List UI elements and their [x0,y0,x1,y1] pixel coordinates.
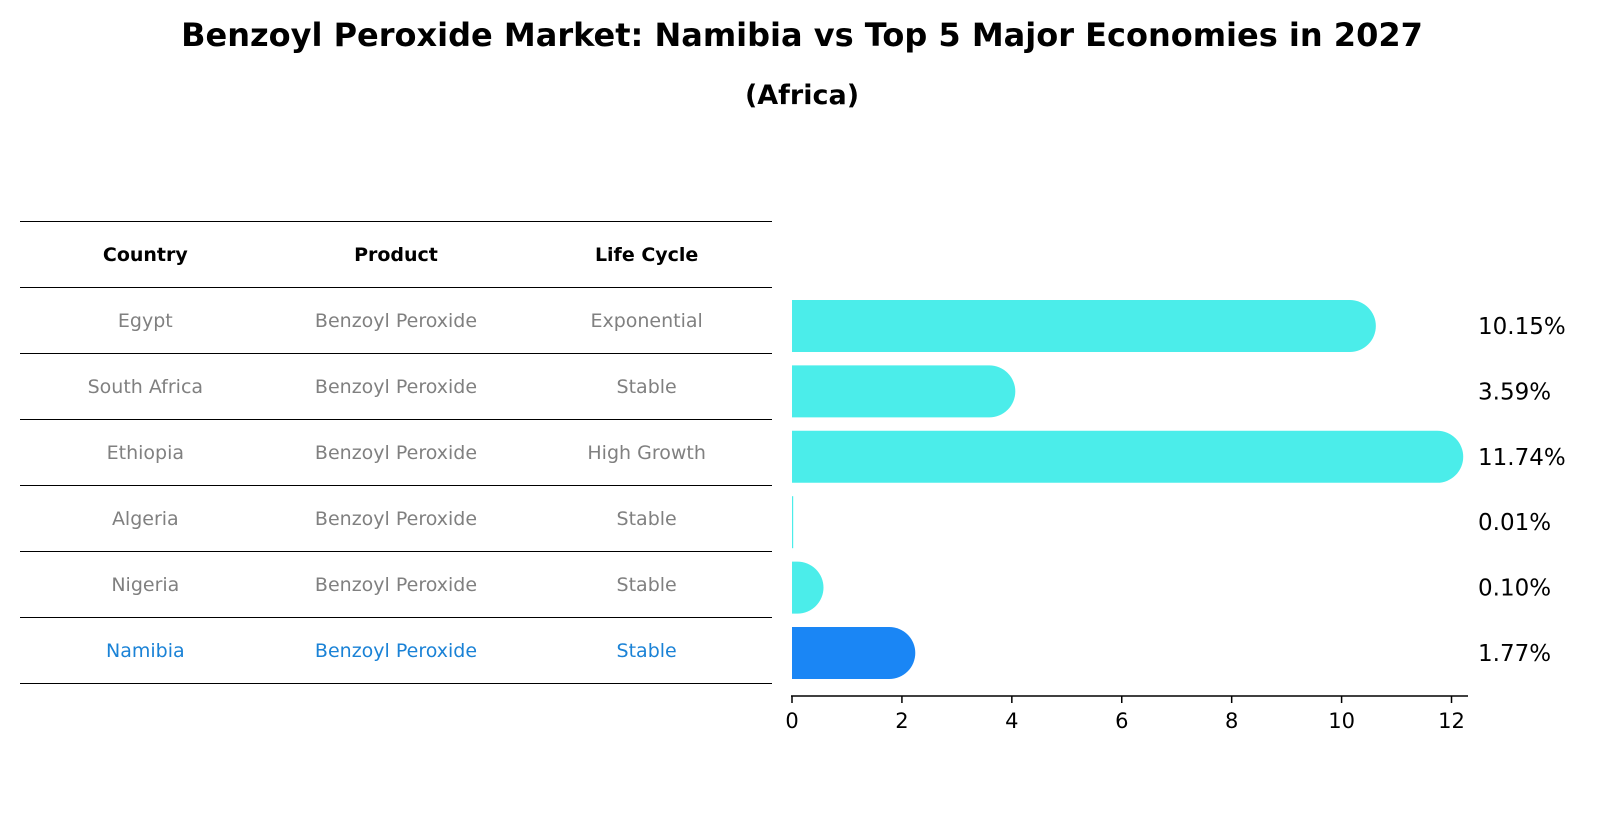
x-tick-label: 0 [785,709,798,733]
country-table: Country Product Life Cycle Egypt Benzoyl… [20,221,772,684]
cell-country: Algeria [111,507,179,530]
x-tick-label: 10 [1328,709,1355,733]
cell-country: Ethiopia [106,441,185,464]
cell-life-cycle: Stable [616,573,677,596]
cell-life-cycle: Stable [616,375,677,398]
table-header-row: Country Product Life Cycle [20,221,772,288]
cell-life-cycle: Exponential [590,309,703,332]
cell-product: Benzoyl Peroxide [314,375,478,398]
x-tick-label: 2 [895,709,908,733]
cell-product: Benzoyl Peroxide [314,507,478,530]
bar-algeria [792,496,794,549]
table-row: South Africa Benzoyl Peroxide Stable [20,354,772,420]
value-label: 10.15% [1478,314,1566,340]
value-label: 0.01% [1478,510,1551,536]
cell-country: Nigeria [111,573,180,596]
value-label: 3.59% [1478,379,1551,405]
table-row: Nigeria Benzoyl Peroxide Stable [20,552,772,618]
value-label: 11.74% [1478,445,1566,471]
bar-ethiopia [792,430,1464,483]
cell-country: Namibia [106,639,185,662]
cell-product: Benzoyl Peroxide [314,639,478,662]
bar-namibia [792,627,916,679]
bar-nigeria [792,561,824,614]
bar-egypt [792,300,1376,352]
cell-product: Benzoyl Peroxide [314,441,478,464]
x-tick-label: 4 [1005,709,1018,733]
cell-product: Benzoyl Peroxide [314,309,478,332]
value-label: 1.77% [1478,641,1551,667]
cell-life-cycle: High Growth [587,441,706,464]
table-row: Ethiopia Benzoyl Peroxide High Growth [20,420,772,486]
x-tick-label: 8 [1225,709,1238,733]
table-row: Algeria Benzoyl Peroxide Stable [20,486,772,552]
bar-south-africa [792,365,1016,418]
value-label: 0.10% [1478,576,1551,602]
table-row: Egypt Benzoyl Peroxide Exponential [20,288,772,354]
cell-life-cycle: Stable [616,507,677,530]
header-product: Product [354,243,438,266]
x-tick-label: 12 [1438,709,1465,733]
cell-country: Egypt [117,309,173,332]
chart-title: Benzoyl Peroxide Market: Namibia vs Top … [181,16,1423,54]
header-life-cycle: Life Cycle [594,243,699,266]
table-row-highlighted: Namibia Benzoyl Peroxide Stable [20,618,772,684]
x-tick-label: 6 [1115,709,1128,733]
header-country: Country [102,243,188,266]
chart-subtitle: (Africa) [744,80,860,111]
cell-country: South Africa [87,375,204,398]
cell-product: Benzoyl Peroxide [314,573,478,596]
cell-life-cycle: Stable [616,639,677,662]
